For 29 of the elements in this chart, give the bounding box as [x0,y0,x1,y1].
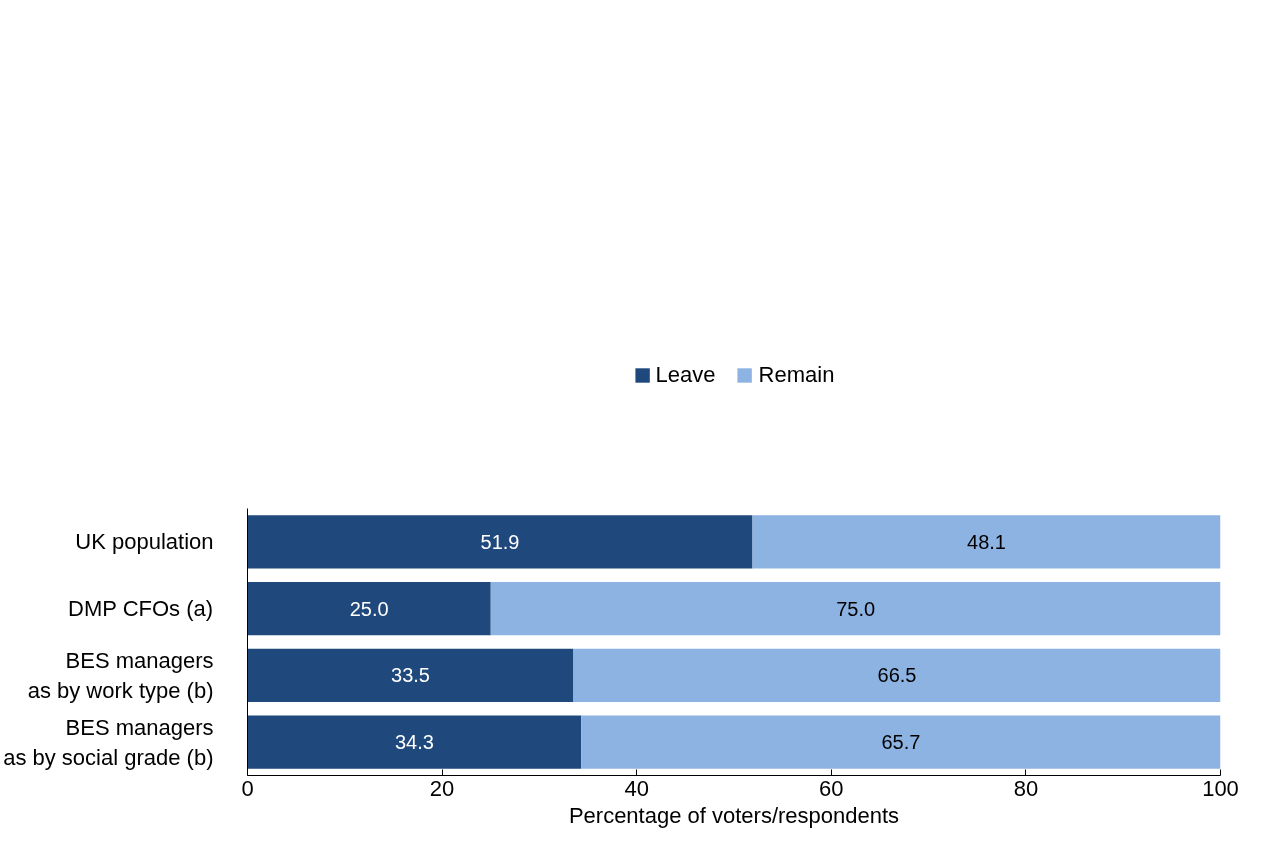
y-tick-label: BES managers as by social grade (b) [3,714,214,770]
data-label: 65.7 [881,731,921,754]
bar [752,515,1221,569]
data-label: 51.9 [480,530,520,553]
data-label: 34.3 [394,731,434,754]
y-tick-label: UK population [75,529,214,555]
data-label: 33.5 [391,664,430,687]
x-tick-label: 20 [429,775,455,801]
x-tick-label: 0 [241,775,254,801]
bar [490,581,1221,636]
data-label: 48.1 [967,530,1006,553]
bar [247,648,574,703]
legend-label: Leave [655,361,716,388]
legend-label: Remain [758,361,835,388]
y-tick-label: DMP CFOs (a) [68,596,214,622]
bar [581,715,1221,769]
x-axis-title: Percentage of voters/respondents [568,802,900,828]
bar [573,648,1221,703]
x-tick-label: 60 [819,775,844,801]
x-tick-label: 80 [1013,775,1039,801]
bar [247,581,491,636]
data-label: 66.5 [877,664,917,687]
data-label: 25.0 [349,597,389,620]
y-tick-label: BES managers as by work type (b) [27,647,214,703]
bar [247,515,753,569]
x-tick-label: 40 [624,775,649,801]
x-tick-label: 100 [1202,775,1239,801]
data-label: 75.0 [836,597,876,620]
bar [247,715,582,769]
